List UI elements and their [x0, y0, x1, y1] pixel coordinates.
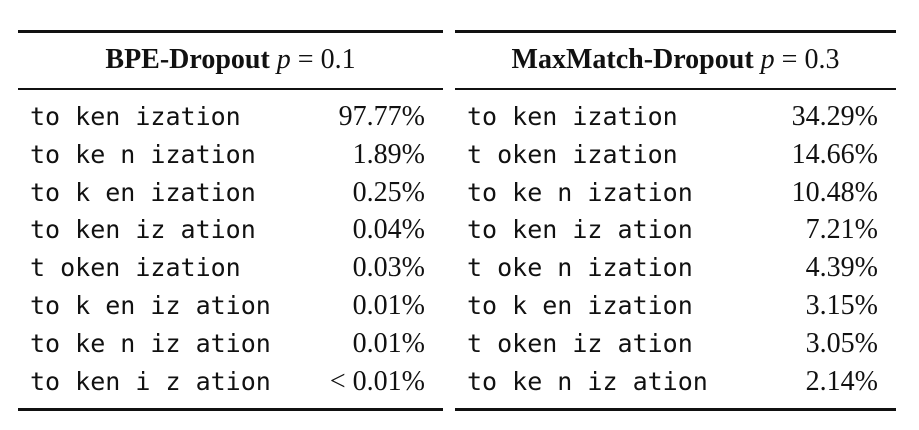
percent-cell: 4.39% — [805, 252, 878, 284]
percent-cell: 0.03% — [352, 252, 425, 284]
segmentation-cell: to k en ization — [30, 177, 256, 207]
top-rule — [455, 30, 896, 33]
percent-cell: 0.01% — [352, 327, 425, 359]
table-row: to k en ization 0.25% — [18, 174, 443, 212]
param-symbol: p — [276, 44, 298, 75]
segmentation-cell: to k en ization — [467, 290, 693, 320]
segmentation-cell: to ke n iz ation — [467, 366, 708, 396]
segmentation-cell: to ken ization — [467, 102, 678, 131]
percent-cell: 7.21% — [805, 214, 878, 246]
segmentation-cell: to ke n ization — [467, 177, 693, 207]
percent-cell: < 0.01% — [329, 365, 425, 397]
param-equals: = — [297, 44, 321, 75]
segmentation-cell: to ken iz ation — [467, 215, 693, 245]
table-row: t oke n ization 4.39% — [455, 249, 896, 287]
percent-cell: 2.14% — [805, 365, 878, 397]
table-body: to ken ization 34.29% t oken ization 14.… — [455, 98, 896, 400]
segmentation-cell: to ken ization — [30, 102, 241, 131]
table-row: t oken iz ation 3.05% — [455, 325, 896, 363]
table-row: t oken ization 0.03% — [18, 249, 443, 287]
header-rule — [18, 88, 443, 90]
table-row: to ken i z ation < 0.01% — [18, 363, 443, 401]
param-value: 0.1 — [320, 44, 356, 75]
percent-cell: 0.01% — [352, 289, 425, 321]
percent-cell: 0.25% — [352, 176, 425, 208]
table-title: MaxMatch-Dropout — [511, 44, 754, 75]
top-rule — [18, 30, 443, 33]
segmentation-cell: t oke n ization — [467, 253, 693, 283]
segmentation-cell: t oken ization — [467, 139, 678, 169]
table-row: to ken ization 34.29% — [455, 98, 896, 136]
percent-cell: 97.77% — [338, 101, 425, 132]
table-row: to ke n ization 10.48% — [455, 174, 896, 212]
segmentation-cell: to k en iz ation — [30, 290, 271, 320]
table-row: to ken iz ation 0.04% — [18, 211, 443, 249]
bottom-rule — [18, 408, 443, 411]
param-value: 0.3 — [804, 44, 840, 75]
table-header: MaxMatch-Dropout p = 0.3 — [455, 38, 896, 82]
table-row: to ke n iz ation 0.01% — [18, 325, 443, 363]
table-row: to ke n iz ation 2.14% — [455, 363, 896, 401]
percent-cell: 0.04% — [352, 214, 425, 246]
segmentation-cell: t oken ization — [30, 253, 241, 283]
bottom-rule — [455, 408, 896, 411]
table-row: to ke n ization 1.89% — [18, 136, 443, 174]
segmentation-cell: to ke n iz ation — [30, 328, 271, 358]
percent-cell: 34.29% — [791, 101, 878, 132]
table-body: to ken ization 97.77% to ke n ization 1.… — [18, 98, 443, 400]
table-row: t oken ization 14.66% — [455, 136, 896, 174]
segmentation-cell: to ken i z ation — [30, 366, 271, 396]
segmentation-cell: to ken iz ation — [30, 215, 256, 245]
table-row: to ken iz ation 7.21% — [455, 211, 896, 249]
table-row: to k en ization 3.15% — [455, 287, 896, 325]
segmentation-cell: to ke n ization — [30, 139, 256, 169]
table-row: to k en iz ation 0.01% — [18, 287, 443, 325]
percent-cell: 14.66% — [791, 138, 878, 170]
table-header: BPE-Dropout p = 0.1 — [18, 38, 443, 82]
param-symbol: p — [760, 44, 782, 75]
segmentation-cell: t oken iz ation — [467, 328, 693, 358]
percent-cell: 3.15% — [805, 289, 878, 321]
table-title: BPE-Dropout — [105, 44, 270, 75]
percent-cell: 10.48% — [791, 176, 878, 208]
header-rule — [455, 88, 896, 90]
percent-cell: 3.05% — [805, 327, 878, 359]
param-equals: = — [781, 44, 805, 75]
percent-cell: 1.89% — [352, 138, 425, 170]
table-row: to ken ization 97.77% — [18, 98, 443, 136]
